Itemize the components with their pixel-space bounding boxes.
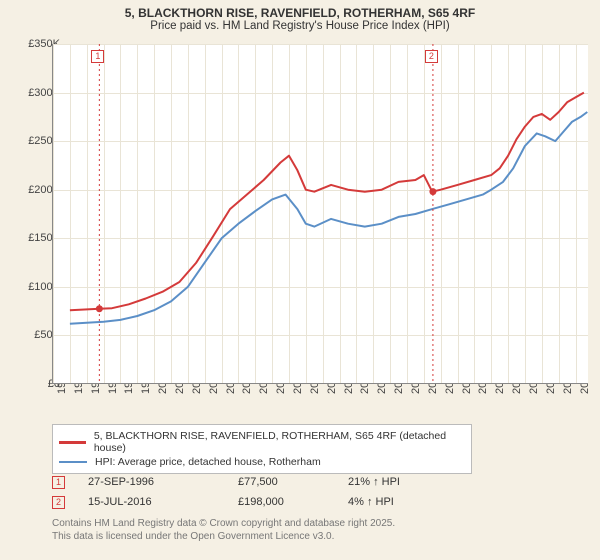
event-delta-2: 4% ↑ HPI [348,496,458,508]
legend-swatch-hpi [59,461,87,463]
series-line-hpi [70,112,587,324]
legend-label-hpi: HPI: Average price, detached house, Roth… [95,456,321,468]
plot-area [52,44,588,384]
footer-line-2: This data is licensed under the Open Gov… [52,531,395,544]
legend-label-price-paid: 5, BLACKTHORN RISE, RAVENFIELD, ROTHERHA… [94,430,465,454]
title-line-2: Price paid vs. HM Land Registry's House … [0,20,600,32]
legend: 5, BLACKTHORN RISE, RAVENFIELD, ROTHERHA… [52,424,472,474]
title-line-1: 5, BLACKTHORN RISE, RAVENFIELD, ROTHERHA… [0,6,600,20]
chart-title: 5, BLACKTHORN RISE, RAVENFIELD, ROTHERHA… [0,0,600,34]
legend-item-price-paid: 5, BLACKTHORN RISE, RAVENFIELD, ROTHERHA… [59,429,465,455]
event-marker-2: 2 [52,496,65,509]
event-flag-1: 1 [91,50,104,63]
attribution-footer: Contains HM Land Registry data © Crown c… [52,518,395,543]
event-marker-1: 1 [52,476,65,489]
legend-item-hpi: HPI: Average price, detached house, Roth… [59,455,465,469]
legend-swatch-price-paid [59,441,86,444]
series-line-price_paid [70,93,584,311]
event-dot-1 [96,305,103,312]
event-row-2: 2 15-JUL-2016 £198,000 4% ↑ HPI [52,492,458,512]
event-dot-2 [429,188,436,195]
event-date-1: 27-SEP-1996 [88,476,238,488]
events-table: 1 27-SEP-1996 £77,500 21% ↑ HPI 2 15-JUL… [52,472,458,512]
event-price-1: £77,500 [238,476,348,488]
event-row-1: 1 27-SEP-1996 £77,500 21% ↑ HPI [52,472,458,492]
event-price-2: £198,000 [238,496,348,508]
event-delta-1: 21% ↑ HPI [348,476,458,488]
footer-line-1: Contains HM Land Registry data © Crown c… [52,518,395,531]
event-flag-2: 2 [425,50,438,63]
event-date-2: 15-JUL-2016 [88,496,238,508]
plot-svg [53,44,589,384]
